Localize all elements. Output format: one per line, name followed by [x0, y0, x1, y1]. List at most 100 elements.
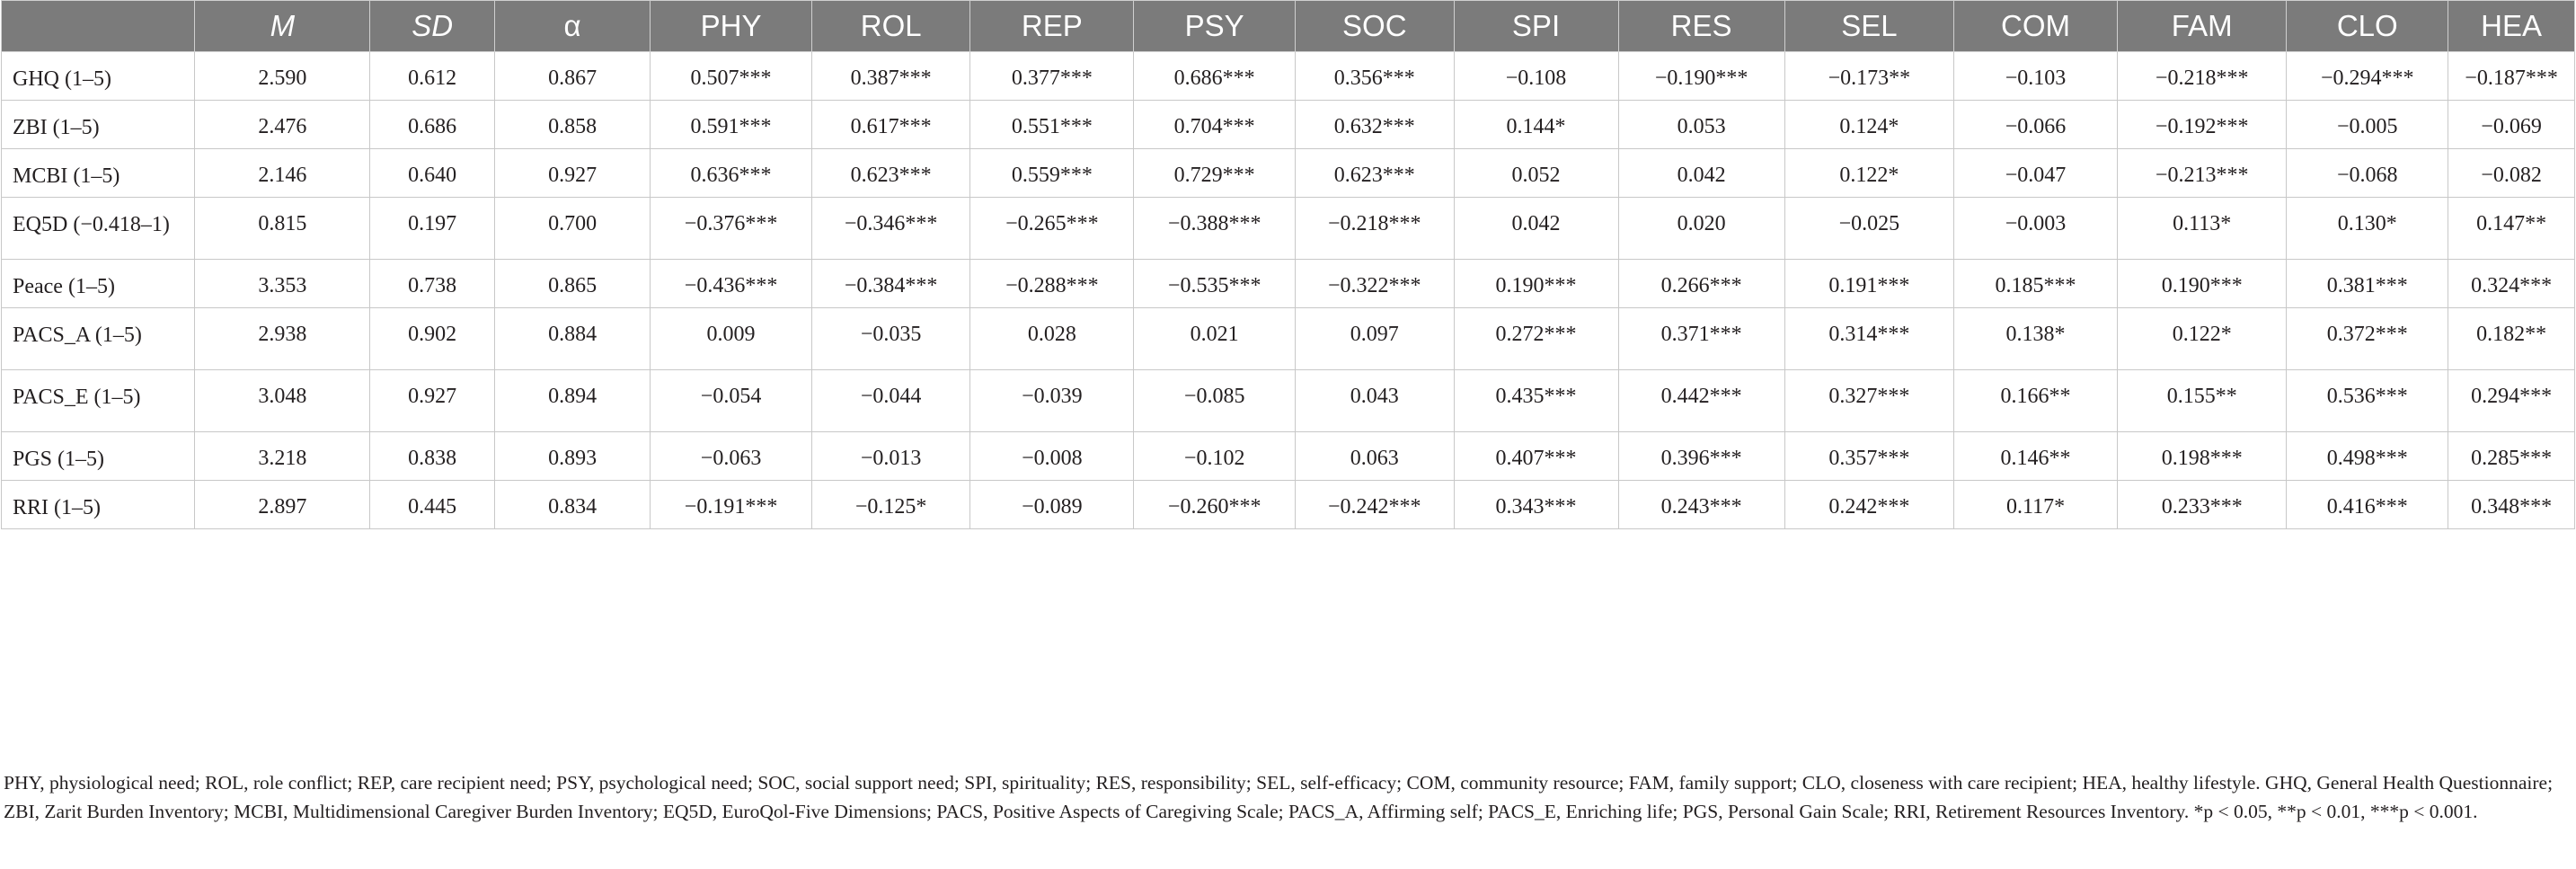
table-cell: 0.729*** [1133, 148, 1297, 198]
row-label: RRI (1–5) [0, 480, 196, 529]
table-cell: 0.155** [2116, 369, 2288, 432]
table-cell: 0.435*** [1453, 369, 1619, 432]
table-cell: 0.063 [1295, 431, 1455, 481]
table-cell: 0.021 [1133, 307, 1297, 370]
table-cell: 0.266*** [1617, 259, 1785, 308]
table-cell: 0.122* [2116, 307, 2288, 370]
table-cell: 0.294*** [2448, 369, 2575, 432]
table-row: MCBI (1–5) 2.146 0.640 0.927 0.636*** 0.623**… [0, 148, 2575, 198]
table-cell: −0.108 [1453, 51, 1619, 101]
table-cell: 0.124* [1784, 100, 1955, 149]
table-cell: 0.893 [493, 431, 651, 481]
table-cell: −0.191*** [650, 480, 812, 529]
table-cell: 2.938 [194, 307, 371, 370]
table-cell: 0.498*** [2286, 431, 2449, 481]
table-cell: 0.902 [369, 307, 495, 370]
table-cell: 0.442*** [1617, 369, 1785, 432]
table-cell: 0.377*** [969, 51, 1135, 101]
table-cell: 0.623*** [1295, 148, 1455, 198]
table-cell: 2.897 [194, 480, 371, 529]
table-cell: 0.838 [369, 431, 495, 481]
table-cell: 0.285*** [2448, 431, 2575, 481]
header-cell-rep: REP [969, 0, 1135, 52]
table-cell: 0.130* [2286, 197, 2449, 260]
table-cell: −0.535*** [1133, 259, 1297, 308]
table-cell: −0.013 [810, 431, 971, 481]
table-cell: 0.559*** [969, 148, 1135, 198]
table-cell: 0.372*** [2286, 307, 2449, 370]
table-cell: −0.089 [969, 480, 1135, 529]
table-row: ZBI (1–5) 2.476 0.686 0.858 0.591*** 0.617***… [0, 100, 2575, 149]
table-cell: −0.436*** [650, 259, 812, 308]
table-cell: 0.636*** [650, 148, 812, 198]
header-cell-phy: PHY [650, 0, 812, 52]
table-cell: 0.242*** [1784, 480, 1955, 529]
row-label: PACS_A (1–5) [0, 307, 196, 370]
header-cell-psy: PSY [1133, 0, 1297, 52]
table-cell: 0.396*** [1617, 431, 1785, 481]
table-cell: −0.069 [2448, 100, 2575, 149]
table-cell: 0.144* [1453, 100, 1619, 149]
header-cell-clo: CLO [2286, 0, 2449, 52]
table-cell: 0.190*** [1453, 259, 1619, 308]
row-label: ZBI (1–5) [0, 100, 196, 149]
table-cell: 0.536*** [2286, 369, 2449, 432]
table-cell: 2.146 [194, 148, 371, 198]
header-cell-soc: SOC [1295, 0, 1455, 52]
header-cell-sd: SD [369, 0, 495, 52]
table-cell: 0.927 [493, 148, 651, 198]
table-cell: 0.043 [1295, 369, 1455, 432]
table-cell: 0.356*** [1295, 51, 1455, 101]
table-cell: 0.640 [369, 148, 495, 198]
table-cell: 0.191*** [1784, 259, 1955, 308]
table-cell: 0.738 [369, 259, 495, 308]
row-label: GHQ (1–5) [0, 51, 196, 101]
table-cell: 3.218 [194, 431, 371, 481]
table-cell: 0.314*** [1784, 307, 1955, 370]
table-cell: 0.686 [369, 100, 495, 149]
table-cell: 0.445 [369, 480, 495, 529]
table-footnote: PHY, physiological need; ROL, role confl… [4, 772, 2554, 822]
header-row: M SD α PHY ROL REP PSY SOC SPI RES SEL C… [0, 0, 2575, 52]
table-cell: −0.003 [1953, 197, 2118, 260]
table-cell: 0.053 [1617, 100, 1785, 149]
table-cell: 0.927 [369, 369, 495, 432]
table-cell: 0.042 [1453, 197, 1619, 260]
table-cell: 0.243*** [1617, 480, 1785, 529]
table-row: PGS (1–5) 3.218 0.838 0.893 −0.063 −0.013 −0.0… [0, 431, 2575, 481]
table-cell: −0.187*** [2448, 51, 2575, 101]
table-cell: 0.147** [2448, 197, 2575, 260]
table-cell: 2.476 [194, 100, 371, 149]
table-cell: −0.039 [969, 369, 1135, 432]
table-cell: 0.632*** [1295, 100, 1455, 149]
table-cell: 0.348*** [2448, 480, 2575, 529]
header-cell-alpha: α [493, 0, 651, 52]
table-cell: 0.122* [1784, 148, 1955, 198]
table-cell: 0.146** [1953, 431, 2118, 481]
table-cell: 0.042 [1617, 148, 1785, 198]
table-cell: −0.035 [810, 307, 971, 370]
table-row: EQ5D (−0.418–1) 0.815 0.197 0.700 −0.376*** −… [0, 197, 2575, 260]
table-cell: 0.182** [2448, 307, 2575, 370]
table-cell: −0.173** [1784, 51, 1955, 101]
table-cell: −0.082 [2448, 148, 2575, 198]
table-cell: 0.097 [1295, 307, 1455, 370]
table-cell: −0.047 [1953, 148, 2118, 198]
table-row: PACS_E (1–5) 3.048 0.927 0.894 −0.054 −0.044−… [0, 369, 2575, 432]
table-cell: −0.218*** [1295, 197, 1455, 260]
table-cell: 0.357*** [1784, 431, 1955, 481]
table-cell: 0.324*** [2448, 259, 2575, 308]
header-cell-sel: SEL [1784, 0, 1955, 52]
table-cell: −0.192*** [2116, 100, 2288, 149]
table-cell: 0.028 [969, 307, 1135, 370]
table-cell: 0.416*** [2286, 480, 2449, 529]
table-cell: 0.884 [493, 307, 651, 370]
table-cell: 0.623*** [810, 148, 971, 198]
table-cell: 0.591*** [650, 100, 812, 149]
table-cell: −0.346*** [810, 197, 971, 260]
table-cell: 0.166** [1953, 369, 2118, 432]
table-cell: 0.020 [1617, 197, 1785, 260]
table-cell: 0.009 [650, 307, 812, 370]
table-cell: −0.102 [1133, 431, 1297, 481]
table-cell: −0.044 [810, 369, 971, 432]
